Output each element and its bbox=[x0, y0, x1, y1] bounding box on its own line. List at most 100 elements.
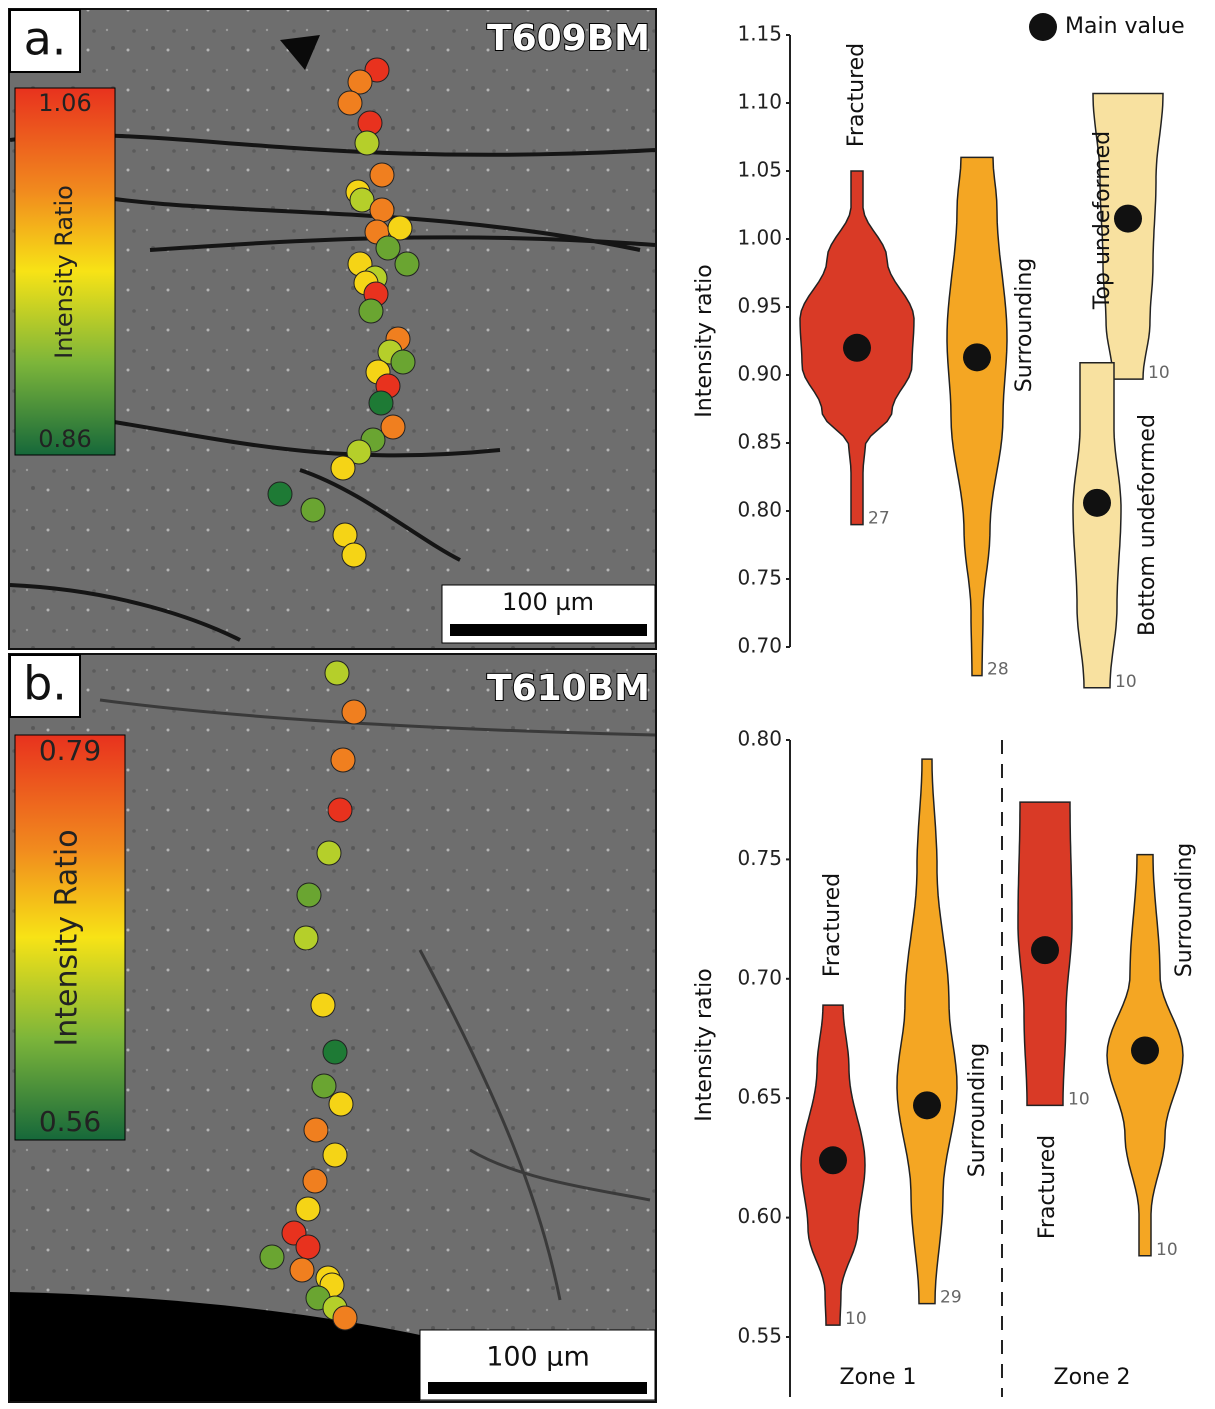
y-tick-label: 0.75 bbox=[737, 566, 782, 590]
point bbox=[358, 298, 384, 324]
panel-label-box bbox=[9, 9, 81, 73]
sample-count: 10 bbox=[845, 1309, 867, 1329]
y-tick-label: 1.15 bbox=[737, 22, 782, 46]
main-value bbox=[1114, 204, 1142, 233]
point bbox=[354, 130, 380, 156]
sem-image bbox=[10, 10, 655, 648]
sample-name: T610BM bbox=[487, 668, 650, 709]
point bbox=[341, 699, 367, 725]
violin-label: Surrounding bbox=[1012, 258, 1037, 392]
colorbar-min: 0.86 bbox=[38, 425, 91, 453]
point bbox=[322, 1142, 348, 1168]
zone-label: Zone 1 bbox=[840, 1365, 917, 1390]
y-axis-label: Intensity ratio bbox=[692, 264, 717, 417]
panel-label-box bbox=[9, 654, 81, 718]
measurement-points bbox=[267, 57, 420, 568]
panel-label: a. bbox=[24, 12, 67, 66]
point bbox=[296, 882, 322, 908]
main-value bbox=[1083, 488, 1111, 517]
point bbox=[310, 992, 336, 1018]
point bbox=[337, 90, 363, 116]
y-tick-label: 1.05 bbox=[737, 158, 782, 182]
colorbar-title: Intensity Ratio bbox=[50, 185, 78, 359]
panel-b: b. T610BM 0.79 0.56 Intensity Ratio 100 … bbox=[8, 653, 657, 1403]
point bbox=[302, 1168, 328, 1194]
y-tick-label: 1.00 bbox=[737, 226, 782, 250]
point bbox=[293, 925, 319, 951]
zone-label: Zone 2 bbox=[1054, 1365, 1131, 1390]
point bbox=[295, 1234, 321, 1260]
resin bbox=[10, 1292, 420, 1401]
main-value bbox=[963, 343, 991, 372]
point bbox=[390, 349, 416, 375]
y-tick-label: 0.80 bbox=[737, 727, 782, 751]
point bbox=[394, 251, 420, 277]
point bbox=[380, 414, 406, 440]
y-tick-label: 0.70 bbox=[737, 634, 782, 658]
violin-label: Top undeformed bbox=[1090, 131, 1115, 310]
sample-count: 27 bbox=[868, 509, 890, 529]
colorbar bbox=[14, 87, 116, 456]
violin bbox=[1072, 362, 1122, 689]
main-value bbox=[819, 1146, 847, 1175]
violin-label: Surrounding bbox=[965, 1043, 990, 1177]
point bbox=[364, 57, 390, 83]
violin-label: Surrounding bbox=[1172, 843, 1197, 977]
point bbox=[375, 235, 401, 261]
point bbox=[300, 497, 326, 523]
point bbox=[324, 660, 350, 686]
measurement-points bbox=[259, 660, 367, 1331]
scale-bar bbox=[428, 1382, 647, 1394]
y-tick-label: 0.70 bbox=[737, 965, 782, 989]
point bbox=[347, 69, 373, 95]
sample-count: 29 bbox=[940, 1288, 962, 1308]
panel-a: a. T609BM 1.06 0.86 Intensity Ratio 100 … bbox=[8, 8, 657, 650]
y-tick-label: 0.65 bbox=[737, 1085, 782, 1109]
point bbox=[369, 197, 395, 223]
colorbar-max: 1.06 bbox=[38, 89, 91, 117]
violin-label: Bottom undeformed bbox=[1135, 414, 1160, 636]
y-tick-label: 0.55 bbox=[737, 1324, 782, 1348]
y-tick-label: 0.90 bbox=[737, 362, 782, 386]
point bbox=[311, 1073, 337, 1099]
point bbox=[387, 215, 413, 241]
point bbox=[267, 481, 293, 507]
violin bbox=[896, 758, 958, 1305]
sample-count: 10 bbox=[1068, 1089, 1090, 1109]
y-axis-label: Intensity ratio bbox=[692, 968, 717, 1121]
violin-charts: 0.70 0.75 0.80 0.85 0.90 0.95 1.00 1.05 1.10 1.15… bbox=[692, 13, 1197, 1397]
y-tick-label: 0.60 bbox=[737, 1204, 782, 1228]
point bbox=[289, 1257, 315, 1283]
colorbar bbox=[14, 734, 126, 1141]
point bbox=[259, 1244, 285, 1270]
sample-count: 28 bbox=[987, 660, 1009, 680]
legend-marker bbox=[1029, 13, 1057, 41]
scale-bar-label: 100 µm bbox=[502, 588, 594, 616]
point bbox=[368, 390, 394, 416]
main-value bbox=[843, 333, 871, 362]
point bbox=[328, 1091, 354, 1117]
y-tick-label: 1.10 bbox=[737, 90, 782, 114]
void bbox=[280, 35, 320, 70]
y-tick-label: 0.75 bbox=[737, 846, 782, 870]
sample-count: 10 bbox=[1115, 672, 1137, 692]
legend-label: Main value bbox=[1065, 14, 1185, 39]
point bbox=[346, 439, 372, 465]
point bbox=[349, 187, 375, 213]
violin-label: Fractured bbox=[844, 43, 869, 147]
violin bbox=[946, 156, 1008, 677]
y-tick-label: 0.80 bbox=[737, 498, 782, 522]
scale-bar bbox=[450, 624, 647, 636]
y-tick-label: 0.85 bbox=[737, 430, 782, 454]
sample-count: 10 bbox=[1156, 1240, 1178, 1260]
sample-count: 10 bbox=[1148, 363, 1170, 383]
colorbar-max: 0.79 bbox=[39, 734, 101, 767]
colorbar-title: Intensity Ratio bbox=[50, 829, 85, 1046]
point bbox=[330, 455, 356, 481]
point bbox=[369, 162, 395, 188]
main-value bbox=[1031, 936, 1059, 965]
point bbox=[341, 542, 367, 568]
sample-name: T609BM bbox=[487, 18, 650, 59]
point bbox=[316, 840, 342, 866]
violin-label: Fractured bbox=[1035, 1135, 1060, 1239]
